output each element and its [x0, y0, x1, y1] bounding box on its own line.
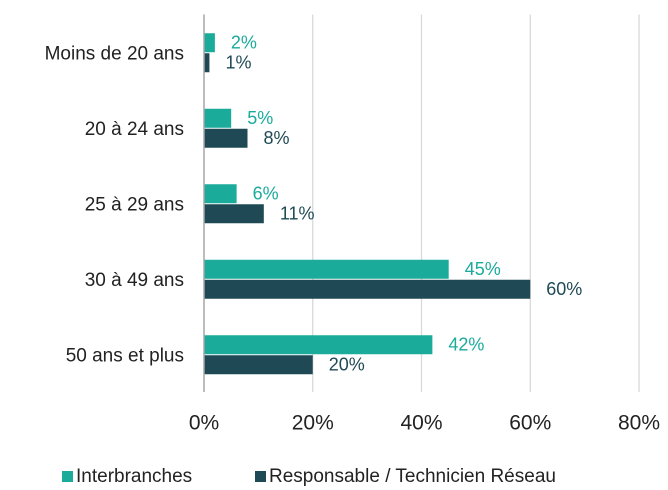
legend-label: Interbranches: [76, 466, 192, 487]
bar: [204, 335, 433, 355]
x-tick-label: 20%: [292, 412, 334, 435]
bar: [204, 259, 449, 279]
value-label: 20%: [329, 355, 365, 375]
bar: [204, 128, 248, 148]
value-label: 6%: [253, 184, 279, 204]
y-tick-label: 25 à 29 ans: [85, 194, 184, 215]
x-tick-label: 60%: [509, 412, 551, 435]
y-tick-label: 20 à 24 ans: [85, 119, 184, 140]
bar: [204, 33, 215, 53]
y-tick-label: 50 ans et plus: [66, 345, 184, 366]
legend-label: Responsable / Technicien Réseau: [269, 466, 556, 487]
value-label: 42%: [448, 335, 484, 355]
value-label: 1%: [225, 53, 251, 73]
value-label: 2%: [231, 33, 257, 53]
value-label: 8%: [264, 128, 290, 148]
value-label: 45%: [465, 259, 501, 279]
bar: [204, 204, 264, 224]
y-tick-label: Moins de 20 ans: [45, 43, 184, 64]
value-label: 11%: [280, 204, 315, 224]
x-tick-label: 40%: [400, 412, 442, 435]
legend-swatch: [62, 471, 73, 482]
bar: [204, 53, 210, 73]
value-label: 5%: [247, 108, 273, 128]
x-tick-label: 0%: [189, 412, 219, 435]
bar: [204, 184, 237, 204]
legend-swatch: [255, 471, 266, 482]
bar: [204, 355, 313, 375]
x-tick-label: 80%: [618, 412, 660, 435]
bar: [204, 108, 232, 128]
y-tick-label: 30 à 49 ans: [85, 270, 184, 291]
bar: [204, 279, 531, 299]
value-label: 60%: [546, 279, 582, 299]
